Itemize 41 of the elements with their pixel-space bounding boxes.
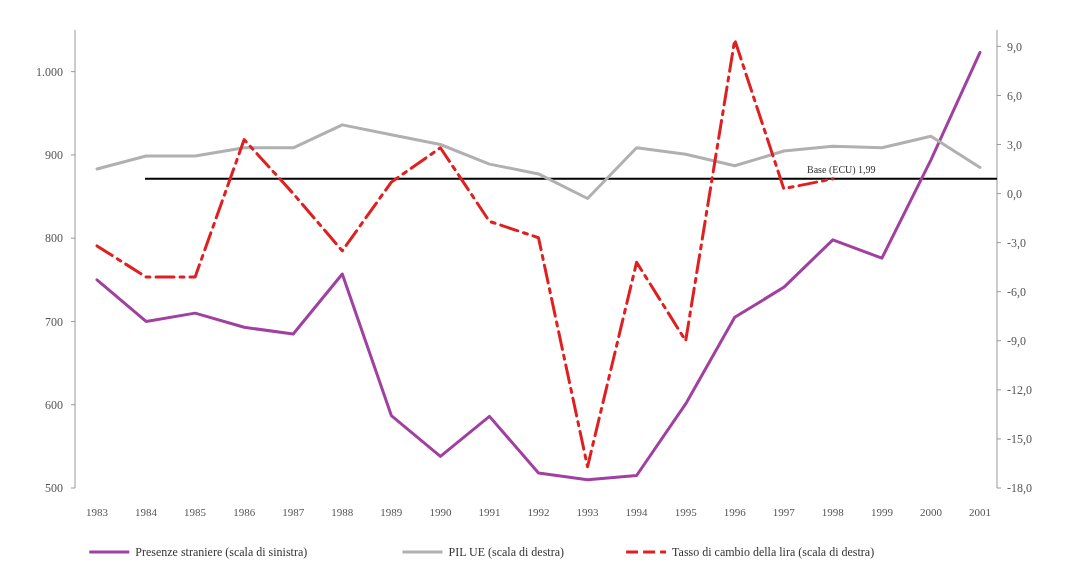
x-tick-label: 1997 — [772, 506, 796, 518]
legend-label: Presenze straniere (scala di sinistra) — [135, 545, 308, 559]
y2-tick-label: 0,0 — [1007, 186, 1022, 201]
y2-tick-label: -15,0 — [1007, 432, 1032, 447]
y-tick-label: 600 — [45, 397, 63, 412]
y2-tick-label: 9,0 — [1007, 39, 1022, 54]
x-tick-label: 1985 — [184, 506, 207, 518]
y-tick-label: 700 — [45, 314, 63, 329]
legend-label: Tasso di cambio della lira (scala di destra) — [672, 545, 875, 559]
x-tick-label: 1993 — [576, 506, 600, 518]
y2-tick-label: 3,0 — [1007, 137, 1022, 152]
y2-tick-label: -6,0 — [1007, 284, 1026, 299]
y2-tick-label: 6,0 — [1007, 88, 1022, 103]
x-tick-label: 1983 — [86, 506, 109, 518]
x-tick-label: 1994 — [625, 506, 649, 518]
line-series — [95, 50, 982, 482]
y-tick-label: 500 — [45, 481, 63, 496]
y-tick-label: 900 — [45, 148, 63, 163]
x-tick-label: 2000 — [919, 506, 943, 518]
legend-label: PIL UE (scala di destra) — [448, 545, 565, 559]
x-tick-label: 1996 — [723, 506, 747, 518]
x-tick-label: 1989 — [380, 506, 403, 518]
x-tick-label: 1984 — [135, 506, 158, 518]
y-tick-label: 1.000 — [36, 64, 63, 79]
ref-line-label: Base (ECU) 1,99 — [807, 163, 876, 176]
x-tick-label: 1998 — [821, 506, 845, 518]
x-tick-label: 1986 — [233, 506, 256, 518]
y2-tick-label: -9,0 — [1007, 333, 1026, 348]
y2-tick-label: -12,0 — [1007, 383, 1032, 398]
x-tick-label: 1990 — [429, 506, 452, 518]
x-tick-label: 1987 — [282, 506, 305, 518]
x-tick-label: 2001 — [969, 506, 991, 518]
x-tick-label: 1992 — [527, 506, 550, 518]
y2-tick-label: -3,0 — [1007, 235, 1026, 250]
x-tick-label: 1991 — [478, 506, 501, 518]
line-series — [95, 123, 982, 200]
x-tick-label: 1999 — [870, 506, 894, 518]
x-tick-label: 1995 — [674, 506, 698, 518]
y2-tick-label: -18,0 — [1007, 481, 1032, 496]
y-tick-label: 800 — [45, 231, 63, 246]
x-tick-label: 1988 — [331, 506, 354, 518]
